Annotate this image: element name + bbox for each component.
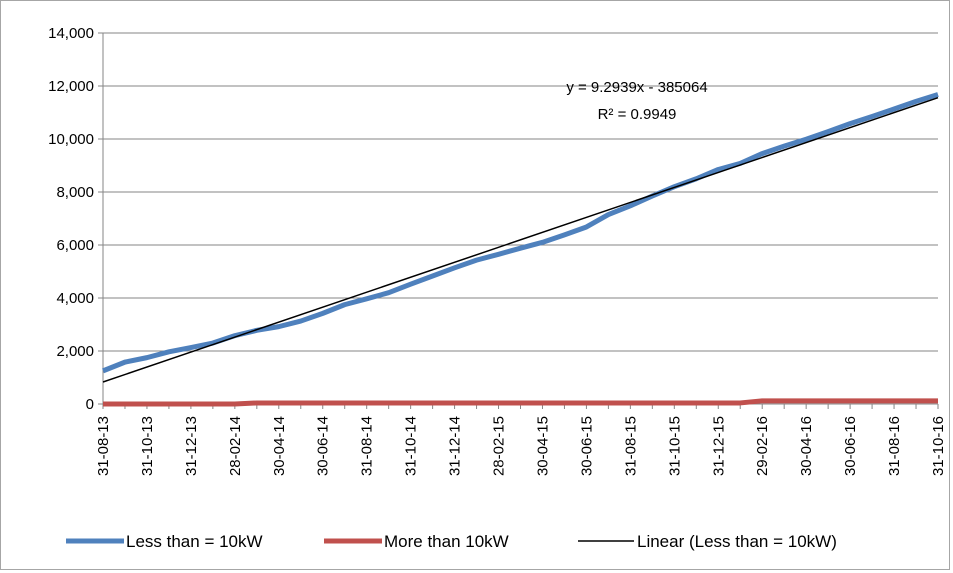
x-tick-label: 31-10-16	[930, 416, 947, 476]
x-tick-label: 31-10-15	[666, 416, 683, 476]
y-tick-label: 0	[86, 396, 94, 413]
y-tick-label: 8,000	[56, 184, 94, 201]
series-line-less-than-10kw	[102, 92, 939, 374]
trendline-r-squared: R² = 0.9949	[598, 106, 677, 123]
y-tick-label: 14,000	[48, 25, 94, 42]
x-tick-label: 31-12-15	[710, 416, 727, 476]
x-tick-label: 31-10-14	[403, 416, 420, 476]
x-tick-label: 31-08-16	[886, 416, 903, 476]
legend-label-more-than-10kw: More than 10kW	[384, 532, 509, 551]
x-tick-label: 30-04-16	[798, 416, 815, 476]
y-tick-label: 4,000	[56, 290, 94, 307]
trendline-annotation: y = 9.2939x - 385064 R² = 0.9949	[566, 79, 707, 123]
legend-label-less-than-10kw: Less than = 10kW	[126, 532, 263, 551]
x-tick-label: 29-02-16	[754, 416, 771, 476]
x-axis-ticks: 31-08-13 31-10-13 31-12-13 28-02-14 30-04-14…	[95, 404, 947, 476]
x-tick-label: 31-12-13	[183, 416, 200, 476]
y-axis-ticks: 0 2,000 4,000 6,000 8,000 10,000 12,000 14,000	[48, 25, 103, 413]
x-tick-label: 31-10-13	[139, 416, 156, 476]
y-tick-label: 10,000	[48, 131, 94, 148]
legend-item-more-than-10kw: More than 10kW	[324, 532, 509, 551]
x-tick-label: 31-12-14	[447, 416, 464, 476]
x-tick-label: 30-04-15	[534, 416, 551, 476]
x-tick-label: 31-08-14	[359, 416, 376, 476]
x-tick-label: 28-02-15	[491, 416, 508, 476]
y-tick-label: 12,000	[48, 78, 94, 95]
legend-label-linear-trend: Linear (Less than = 10kW)	[637, 532, 837, 551]
x-tick-label: 31-08-13	[95, 416, 112, 476]
legend-item-less-than-10kw: Less than = 10kW	[66, 532, 263, 551]
series-layer	[102, 92, 939, 407]
x-tick-label: 30-06-15	[578, 416, 595, 476]
trendline-equation: y = 9.2939x - 385064	[566, 79, 707, 96]
gridlines	[102, 32, 938, 405]
x-tick-label: 30-06-14	[315, 416, 332, 476]
series-line-more-than-10kw	[103, 398, 938, 407]
y-tick-label: 6,000	[56, 237, 94, 254]
legend: Less than = 10kW More than 10kW Linear (…	[66, 532, 837, 551]
y-tick-label: 2,000	[56, 343, 94, 360]
x-tick-label: 31-08-15	[622, 416, 639, 476]
legend-item-linear-trend: Linear (Less than = 10kW)	[578, 532, 837, 551]
x-tick-label: 28-02-14	[227, 416, 244, 476]
series-line-linear-trend	[102, 96, 939, 383]
x-tick-label: 30-04-14	[271, 416, 288, 476]
x-tick-label: 30-06-16	[842, 416, 859, 476]
